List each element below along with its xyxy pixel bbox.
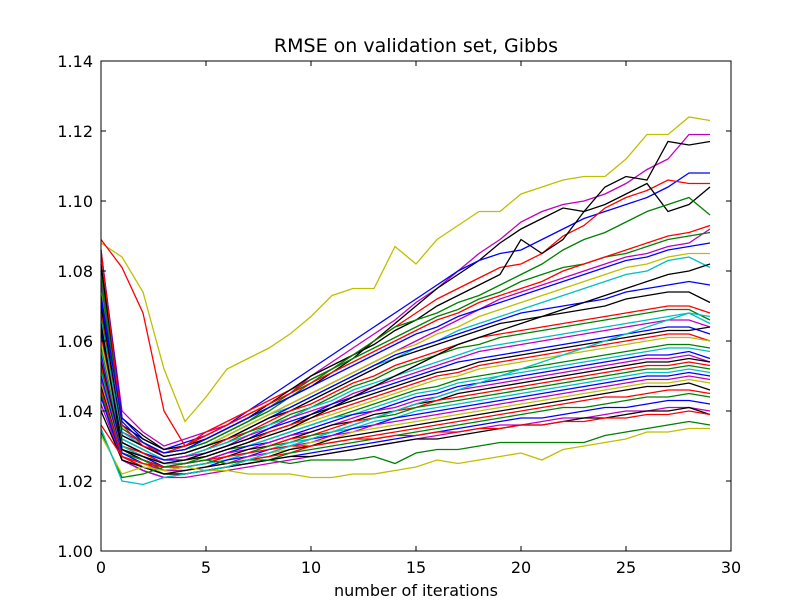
series-line-40 — [100, 420, 711, 479]
series-line-44 — [100, 242, 711, 454]
y-tick-label: 1.04 — [57, 402, 93, 421]
x-tick-label: 10 — [301, 558, 321, 577]
series-line-29 — [100, 368, 711, 472]
series-line-33 — [100, 382, 711, 475]
x-tick-label: 5 — [201, 558, 211, 577]
chart-title: RMSE on validation set, Gibbs — [274, 35, 558, 57]
x-axis-label: number of iterations — [334, 581, 498, 600]
series-line-1 — [100, 116, 711, 423]
series-layer — [100, 116, 711, 486]
x-tick-label: 15 — [406, 558, 426, 577]
x-tick-label: 0 — [96, 558, 106, 577]
x-tick-label: 25 — [616, 558, 636, 577]
series-line-41 — [100, 427, 710, 479]
series-line-2 — [100, 133, 710, 447]
series-line-43 — [100, 224, 711, 454]
series-line-16 — [100, 312, 711, 461]
series-line-45 — [100, 263, 711, 465]
y-tick-label: 1.02 — [57, 472, 93, 491]
ticks-layer: 0 5 10 15 20 25 30 1.00 1.02 1.04 1.06 1.08 1.10 1.12… — [57, 52, 741, 577]
plot-frame — [100, 60, 732, 552]
series-line-5 — [100, 179, 710, 447]
y-tick-label: 1.12 — [57, 122, 93, 141]
series-line-42 — [100, 312, 711, 486]
x-tick-label: 20 — [511, 558, 531, 577]
y-tick-label: 1.08 — [57, 262, 93, 281]
x-tick-label: 30 — [721, 558, 741, 577]
y-tick-label: 1.10 — [57, 192, 93, 211]
series-line-13 — [100, 291, 711, 458]
y-tick-label: 1.06 — [57, 332, 93, 351]
y-tick-label: 1.00 — [57, 542, 93, 561]
y-tick-label: 1.14 — [57, 52, 93, 71]
